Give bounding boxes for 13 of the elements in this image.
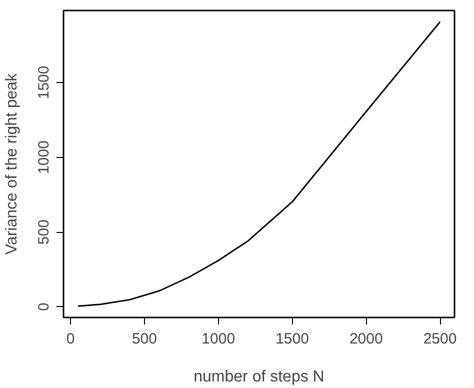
x-tick-label: 0 [66,330,75,348]
x-axis-title: number of steps N [194,368,324,386]
y-tick-label: 0 [36,302,52,312]
x-tick-label: 2000 [349,330,383,348]
x-tick-label: 500 [132,330,157,348]
y-tick-label: 500 [36,220,52,245]
line-series [77,21,441,307]
x-tick-label: 1000 [202,330,236,348]
x-tick-label: 2500 [423,330,457,348]
y-tick-label: 1500 [36,66,52,100]
x-tick-label: 1500 [276,330,309,348]
y-tick-label: 1000 [36,140,52,174]
y-axis-title: Variance of the right peak [4,72,20,255]
